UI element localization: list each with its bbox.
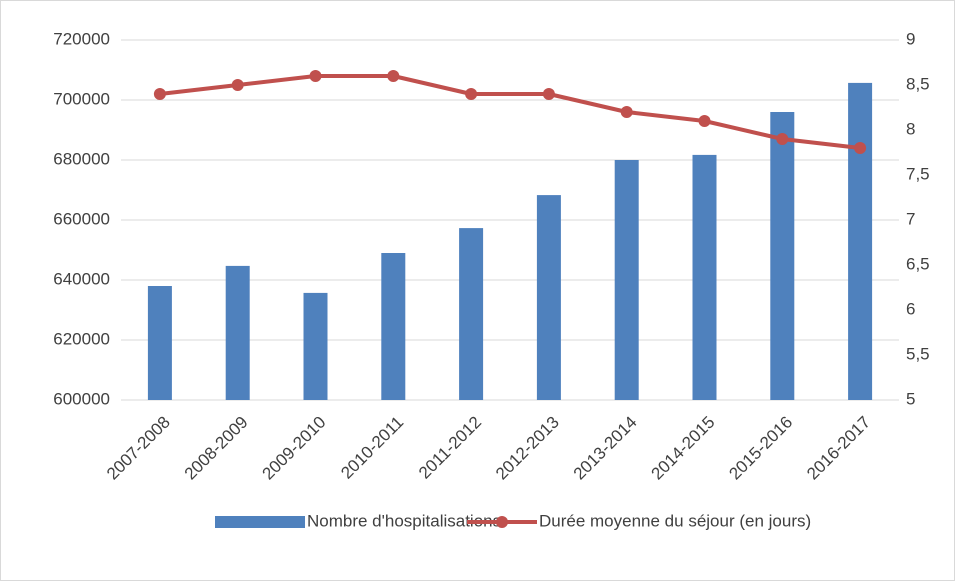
legend-label: Nombre d'hospitalisations — [307, 511, 501, 530]
y-tick-label: 700000 — [53, 89, 110, 108]
y2-tick-label: 6,5 — [906, 254, 930, 273]
line-marker — [387, 70, 400, 82]
line-marker — [231, 79, 244, 91]
y2-tick-label: 7 — [906, 209, 915, 228]
bar — [536, 195, 561, 400]
y2-tick-label: 5,5 — [906, 344, 930, 363]
line — [159, 74, 861, 150]
line-marker — [153, 88, 166, 100]
y2-tick-label: 6 — [906, 299, 915, 318]
legend-label: Durée moyenne du séjour (en jours) — [539, 511, 811, 530]
line-marker — [776, 133, 789, 145]
legend-marker — [496, 516, 508, 528]
bar — [614, 160, 639, 400]
bar — [303, 292, 328, 400]
line-marker — [465, 88, 478, 100]
line-marker — [620, 106, 633, 118]
y2-tick-label: 7,5 — [906, 164, 930, 183]
y2-tick-label: 8,5 — [906, 74, 930, 93]
line-marker — [309, 70, 322, 82]
legend-swatch — [215, 516, 305, 528]
y-tick-label: 620000 — [53, 329, 110, 348]
bar — [381, 253, 406, 400]
bar — [848, 82, 873, 401]
bar — [770, 112, 795, 400]
y-tick-label: 600000 — [53, 389, 110, 408]
y2-tick-label: 9 — [906, 29, 915, 48]
y2-tick-label: 5 — [906, 389, 915, 408]
y-tick-label: 680000 — [53, 149, 110, 168]
bar — [459, 228, 484, 400]
y2-tick-label: 8 — [906, 119, 915, 138]
y-tick-label: 720000 — [53, 29, 110, 48]
line-marker — [542, 88, 555, 100]
line-marker — [854, 142, 867, 154]
y-tick-label: 660000 — [53, 209, 110, 228]
y-tick-label: 640000 — [53, 269, 110, 288]
bar — [147, 286, 172, 400]
bar — [692, 154, 717, 400]
bar — [225, 265, 250, 400]
line-marker — [698, 115, 711, 127]
